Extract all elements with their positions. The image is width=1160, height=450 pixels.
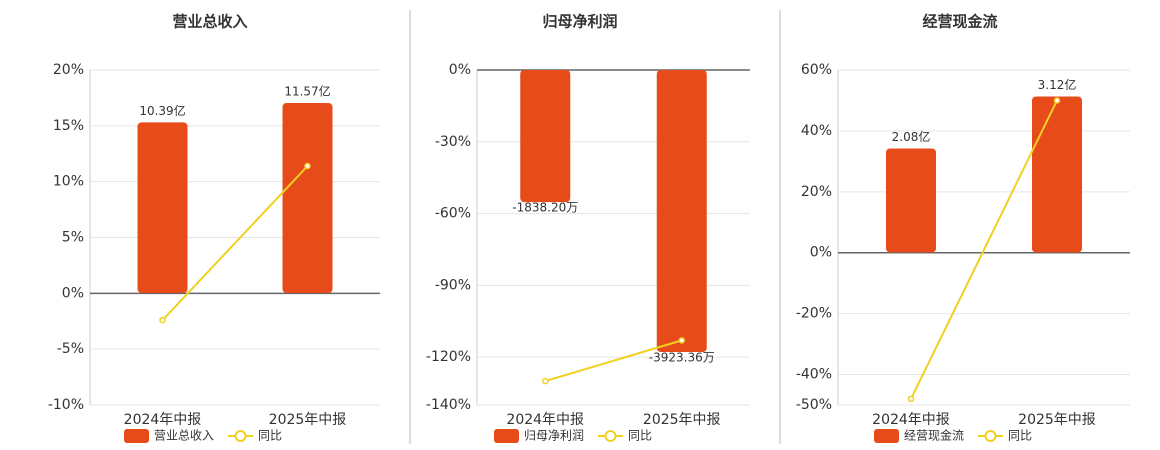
legend-swatch: [874, 429, 899, 443]
y-tick-label: 0%: [449, 62, 471, 78]
y-tick-label: 10%: [53, 174, 84, 190]
bar: [886, 148, 936, 253]
line-point: [678, 337, 685, 344]
chart-title: 归母净利润: [542, 13, 617, 31]
line-point: [907, 395, 915, 403]
chart-title: 营业总收入: [172, 13, 247, 31]
line: [910, 100, 1058, 400]
x-tick-label: 2024年中报: [872, 412, 950, 428]
line-point: [542, 377, 549, 385]
bar: [1032, 96, 1082, 253]
x-tick-label: 2025年中报: [269, 412, 347, 428]
y-tick-label: -60%: [435, 206, 471, 222]
bar-value-label: 11.57亿: [284, 84, 330, 99]
y-tick-label: 0%: [810, 245, 832, 261]
y-tick-label: -50%: [796, 397, 832, 413]
bar: [656, 70, 707, 353]
y-tick-label: 20%: [801, 184, 832, 200]
legend-swatch: [124, 429, 149, 443]
y-tick-label: -90%: [435, 277, 471, 293]
chart-title: 经营现金流: [922, 13, 997, 31]
y-tick-label: 40%: [801, 123, 832, 139]
y-tick-label: -40%: [796, 367, 832, 383]
bar-value-label: 3.12亿: [1038, 77, 1077, 92]
y-tick-label: -10%: [48, 397, 84, 413]
y-tick-label: -140%: [426, 397, 471, 413]
x-tick-label: 2024年中报: [124, 412, 202, 428]
y-tick-label: -5%: [57, 341, 84, 357]
bar-value-label: -3923.36万: [649, 351, 715, 365]
x-tick-label: 2025年中报: [643, 412, 721, 428]
legend-label: 归母净利润: [524, 429, 584, 443]
bar: [137, 122, 188, 294]
bar: [520, 70, 571, 203]
line-point: [304, 162, 311, 170]
legend-label: 同比: [628, 429, 652, 443]
bar-value-label: 2.08亿: [892, 129, 931, 144]
legend-swatch: [494, 429, 519, 443]
y-tick-label: 5%: [62, 230, 84, 246]
legend-label: 经营现金流: [904, 428, 964, 443]
line: [161, 165, 309, 321]
y-tick-label: -20%: [796, 306, 832, 322]
line-point: [159, 316, 166, 324]
line-point: [1053, 97, 1061, 104]
legend-swatch: [234, 430, 247, 442]
legend-swatch: [604, 430, 617, 442]
y-tick-label: 60%: [801, 62, 832, 78]
y-tick-label: 0%: [62, 285, 84, 301]
legend-label: 营业总收入: [154, 429, 214, 443]
x-tick-label: 2024年中报: [506, 412, 584, 428]
bar-value-label: 10.39亿: [139, 103, 185, 118]
line: [544, 339, 683, 383]
bar-value-label: -1838.20万: [512, 201, 578, 215]
legend-label: 同比: [258, 429, 282, 443]
bar: [282, 103, 333, 294]
y-tick-label: 15%: [53, 118, 84, 134]
legend-swatch: [984, 430, 997, 442]
legend-label: 同比: [1008, 429, 1032, 443]
x-tick-label: 2025年中报: [1018, 412, 1096, 428]
y-tick-label: -120%: [426, 349, 471, 365]
y-tick-label: 20%: [53, 62, 84, 78]
y-tick-label: -30%: [435, 134, 471, 150]
